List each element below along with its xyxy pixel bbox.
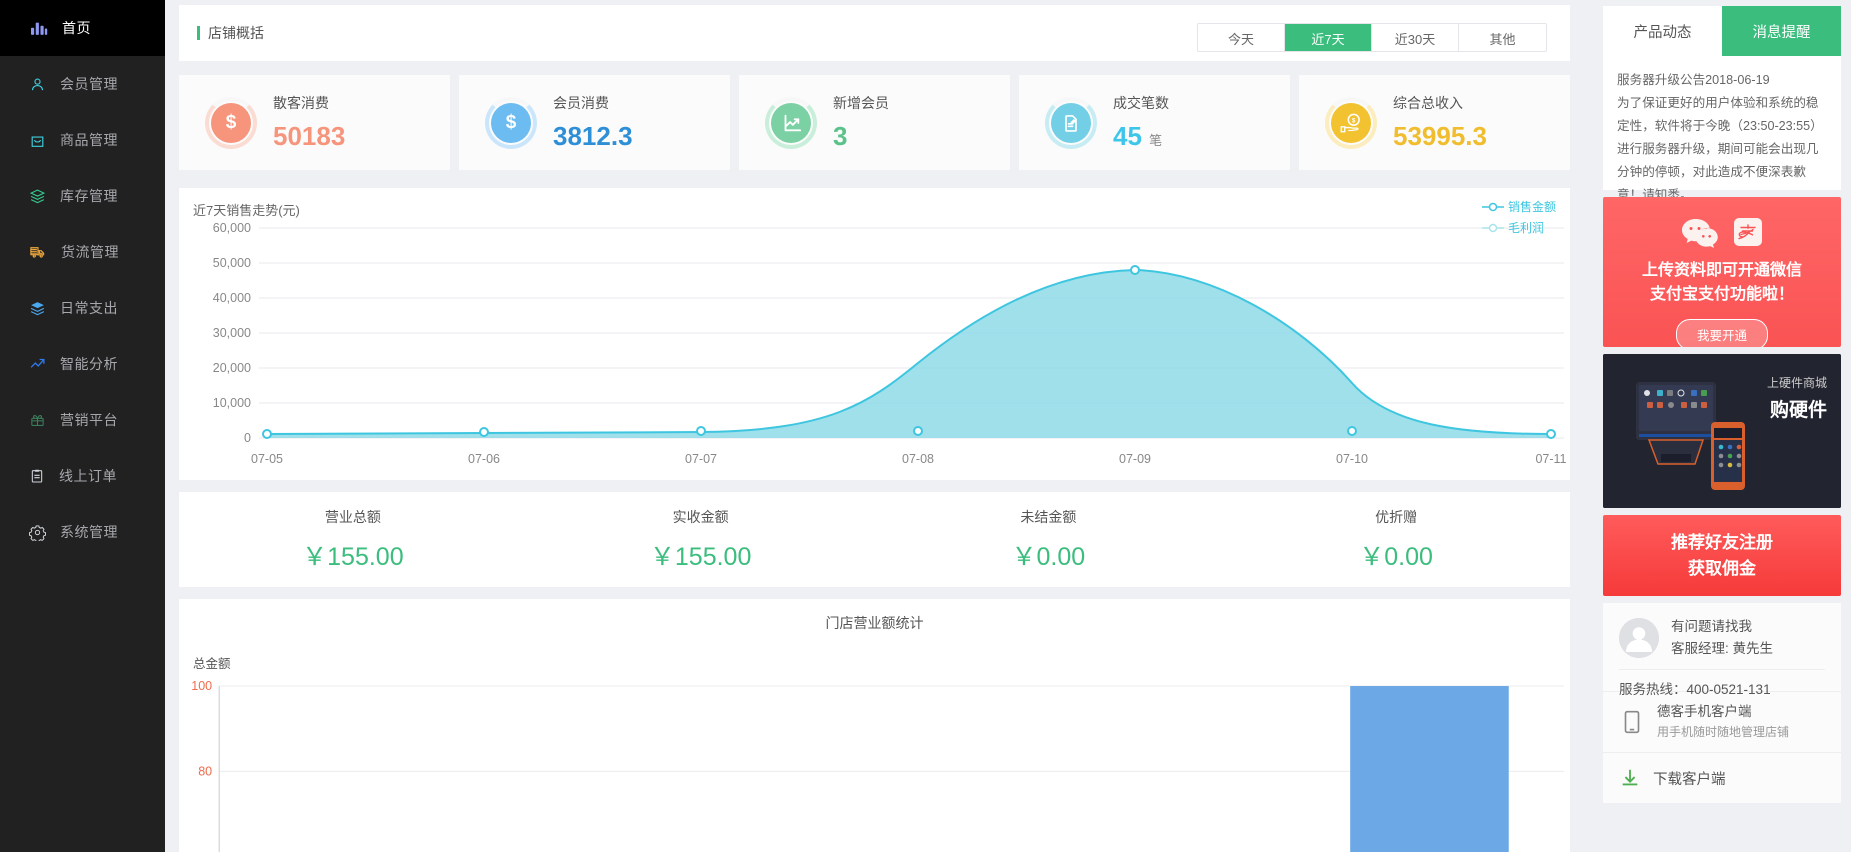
svg-text:20,000: 20,000 <box>213 361 251 375</box>
svg-text:50,000: 50,000 <box>213 256 251 270</box>
svg-text:07-09: 07-09 <box>1119 452 1151 466</box>
svg-text:10,000: 10,000 <box>213 396 251 410</box>
svg-text:$: $ <box>1352 118 1356 124</box>
svg-text:07-07: 07-07 <box>685 452 717 466</box>
svg-text:30,000: 30,000 <box>213 326 251 340</box>
svg-text:60,000: 60,000 <box>213 223 251 235</box>
svg-text:07-06: 07-06 <box>468 452 500 466</box>
svg-text:0: 0 <box>244 431 251 445</box>
svg-text:07-11: 07-11 <box>1535 452 1566 466</box>
svg-text:80: 80 <box>198 764 212 778</box>
svg-text:07-10: 07-10 <box>1336 452 1368 466</box>
svg-text:07-05: 07-05 <box>251 452 283 466</box>
svg-text:07-08: 07-08 <box>902 452 934 466</box>
svg-text:100: 100 <box>191 679 212 693</box>
svg-text:40,000: 40,000 <box>213 291 251 305</box>
